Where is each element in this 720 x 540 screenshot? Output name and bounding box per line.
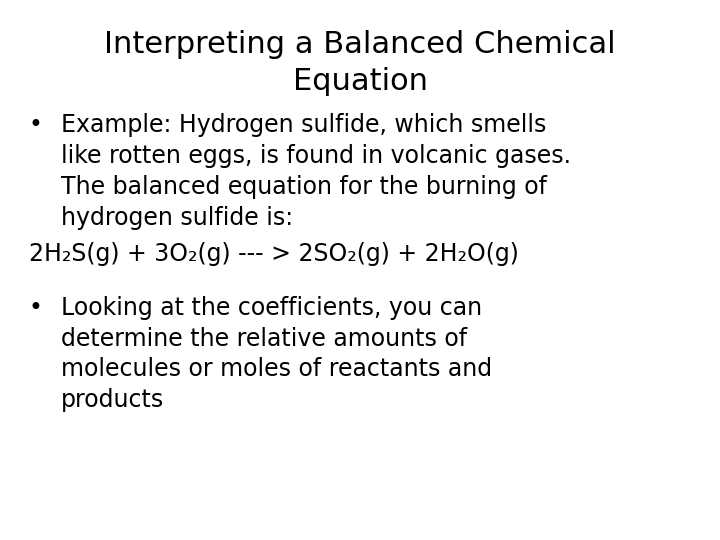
Text: molecules or moles of reactants and: molecules or moles of reactants and — [61, 357, 492, 381]
Text: •: • — [29, 113, 42, 137]
Text: 2H₂S(g) + 3O₂(g) --- > 2SO₂(g) + 2H₂O(g): 2H₂S(g) + 3O₂(g) --- > 2SO₂(g) + 2H₂O(g) — [29, 242, 518, 266]
Text: determine the relative amounts of: determine the relative amounts of — [61, 327, 467, 350]
Text: products: products — [61, 388, 164, 412]
Text: hydrogen sulfide is:: hydrogen sulfide is: — [61, 206, 293, 230]
Text: Equation: Equation — [292, 68, 428, 97]
Text: like rotten eggs, is found in volcanic gases.: like rotten eggs, is found in volcanic g… — [61, 144, 571, 168]
Text: Looking at the coefficients, you can: Looking at the coefficients, you can — [61, 296, 482, 320]
Text: Example: Hydrogen sulfide, which smells: Example: Hydrogen sulfide, which smells — [61, 113, 546, 137]
Text: •: • — [29, 296, 42, 320]
Text: The balanced equation for the burning of: The balanced equation for the burning of — [61, 175, 547, 199]
Text: Interpreting a Balanced Chemical: Interpreting a Balanced Chemical — [104, 30, 616, 59]
